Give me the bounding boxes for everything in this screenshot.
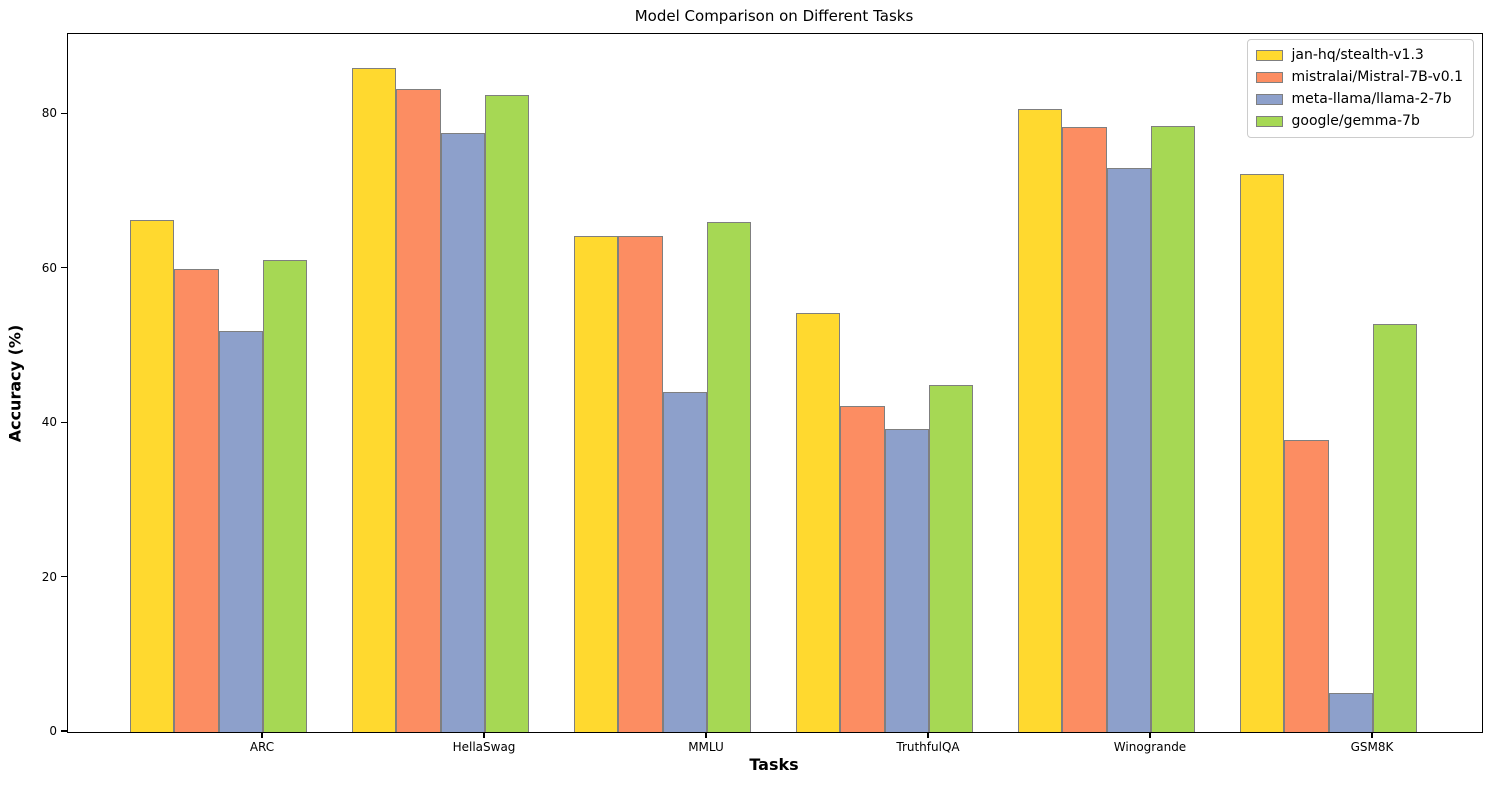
legend-label: google/gemma-7b xyxy=(1291,113,1420,129)
legend-item: jan-hq/stealth-v1.3 xyxy=(1255,46,1464,65)
bar-mistralai-mistral-7b-v0-1-gsm8k xyxy=(1284,440,1329,732)
bar-jan-hq-stealth-v1-3-hellaswag xyxy=(351,67,397,732)
bar-meta-llama-llama-2-7b-winogrande xyxy=(1106,168,1151,732)
chart-title: Model Comparison on Different Tasks xyxy=(634,7,914,25)
legend-item: meta-llama/llama-2-7b xyxy=(1255,90,1464,109)
bar-google-gemma-7b-gsm8k xyxy=(1373,323,1418,732)
bar-mistralai-mistral-7b-v0-1-winogrande xyxy=(1062,126,1107,732)
bar-meta-llama-llama-2-7b-gsm8k xyxy=(1328,693,1373,732)
x-tick-label: TruthfulQA xyxy=(896,740,960,754)
legend-label: mistralai/Mistral-7B-v0.1 xyxy=(1291,69,1464,85)
legend-item: mistralai/Mistral-7B-v0.1 xyxy=(1255,68,1464,87)
legend-label: jan-hq/stealth-v1.3 xyxy=(1291,47,1424,63)
x-tick-label: ARC xyxy=(249,740,275,754)
x-tick-label: MMLU xyxy=(688,740,724,754)
x-tick-label: HellaSwag xyxy=(452,740,516,754)
y-tick-mark xyxy=(61,112,67,114)
bar-jan-hq-stealth-v1-3-winogrande xyxy=(1017,108,1063,732)
legend-swatch xyxy=(1255,50,1283,61)
bar-mistralai-mistral-7b-v0-1-mmlu xyxy=(618,236,663,732)
y-tick-mark xyxy=(61,730,67,732)
bar-meta-llama-llama-2-7b-hellaswag xyxy=(440,132,485,732)
legend: jan-hq/stealth-v1.3 mistralai/Mistral-7B-… xyxy=(1246,39,1474,138)
x-tick-mark xyxy=(1371,732,1373,738)
bar-meta-llama-llama-2-7b-truthfulqa xyxy=(884,428,929,732)
legend-swatch xyxy=(1255,72,1283,83)
x-tick-label: Winogrande xyxy=(1113,740,1187,754)
legend-swatch xyxy=(1255,116,1283,127)
bar-mistralai-mistral-7b-v0-1-arc xyxy=(174,268,219,732)
x-tick-mark xyxy=(927,732,929,738)
x-axis-label: Tasks xyxy=(749,755,799,774)
bar-jan-hq-stealth-v1-3-truthfulqa xyxy=(795,312,841,732)
x-tick-label: GSM8K xyxy=(1350,740,1394,754)
x-tick-mark xyxy=(483,732,485,738)
plot-area: jan-hq/stealth-v1.3 mistralai/Mistral-7B-… xyxy=(67,33,1483,733)
y-tick-label: 0 xyxy=(49,724,57,738)
bar-google-gemma-7b-hellaswag xyxy=(485,95,530,732)
x-tick-mark xyxy=(261,732,263,738)
x-tick-mark xyxy=(705,732,707,738)
bar-jan-hq-stealth-v1-3-arc xyxy=(129,220,175,732)
legend-label: meta-llama/llama-2-7b xyxy=(1291,91,1452,107)
bar-jan-hq-stealth-v1-3-gsm8k xyxy=(1239,173,1285,732)
y-tick-label: 40 xyxy=(41,415,57,430)
y-tick-label: 60 xyxy=(41,260,57,275)
bar-mistralai-mistral-7b-v0-1-truthfulqa xyxy=(840,406,885,732)
bar-google-gemma-7b-mmlu xyxy=(707,222,752,732)
y-tick-label: 80 xyxy=(41,106,57,121)
y-tick-mark xyxy=(61,575,67,578)
bar-google-gemma-7b-truthfulqa xyxy=(929,385,974,732)
y-tick-label: 20 xyxy=(41,569,57,584)
x-tick-mark xyxy=(1149,732,1151,738)
bar-jan-hq-stealth-v1-3-mmlu xyxy=(573,235,619,732)
legend-swatch xyxy=(1255,94,1283,105)
bar-meta-llama-llama-2-7b-arc xyxy=(218,330,263,732)
bar-google-gemma-7b-winogrande xyxy=(1151,125,1196,732)
bar-meta-llama-llama-2-7b-mmlu xyxy=(662,392,707,732)
y-tick-mark xyxy=(61,421,67,423)
bar-mistralai-mistral-7b-v0-1-hellaswag xyxy=(396,88,441,732)
bar-google-gemma-7b-arc xyxy=(263,260,308,732)
y-tick-mark xyxy=(61,267,67,269)
legend-item: google/gemma-7b xyxy=(1255,112,1464,131)
